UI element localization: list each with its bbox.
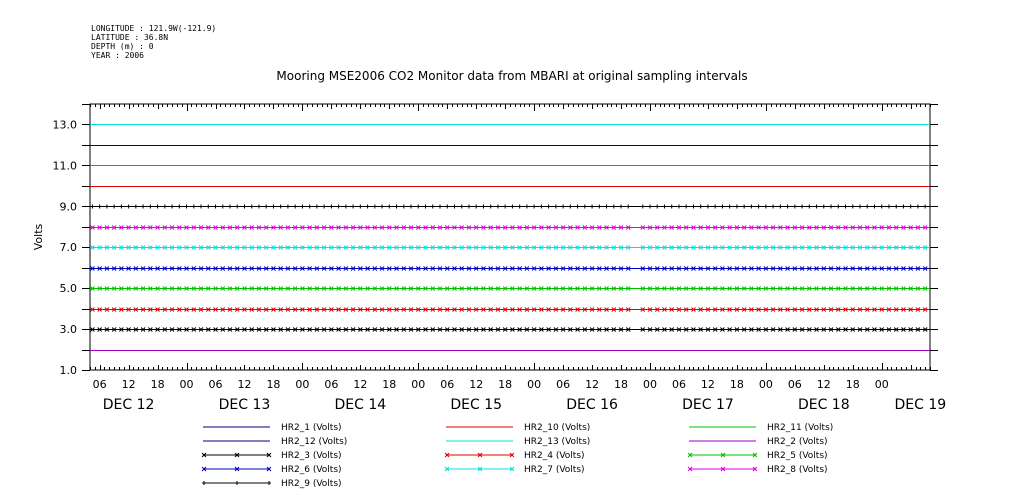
x-tick-label: 18 [151, 378, 165, 391]
x-tick-label: 06 [556, 378, 570, 391]
series-hr2-6 [90, 266, 930, 271]
legend-label: HR2_9 (Volts) [281, 479, 342, 489]
legend-label: HR2_6 (Volts) [281, 465, 342, 475]
legend-label: HR2_2 (Volts) [767, 437, 828, 447]
x-tick-label: 18 [498, 378, 512, 391]
series-hr2-7 [90, 245, 930, 250]
x-tick-label: 00 [875, 378, 889, 391]
series-group [90, 124, 930, 351]
legend-entry: HR2_6 (Volts) [201, 465, 342, 475]
x-day-label: DEC 18 [798, 397, 850, 413]
y-tick-label: 5.0 [60, 282, 78, 295]
x-tick-label: 06 [440, 378, 454, 391]
series-hr2-4 [90, 307, 930, 312]
legend-label: HR2_7 (Volts) [524, 465, 585, 475]
legend-entry: HR2_1 (Volts) [203, 423, 342, 433]
x-tick-label: 12 [701, 378, 715, 391]
x-tick-label: 12 [353, 378, 367, 391]
header-line: DEPTH (m) : 0 [91, 42, 154, 51]
legend-label: HR2_13 (Volts) [524, 437, 590, 447]
x-tick-label: 12 [237, 378, 251, 391]
legend-entry: HR2_12 (Volts) [203, 437, 347, 447]
legend-entry: HR2_3 (Volts) [201, 451, 342, 461]
header-line: YEAR : 2006 [91, 51, 144, 60]
x-tick-label: 18 [614, 378, 628, 391]
y-tick-label: 3.0 [60, 323, 78, 336]
legend-label: HR2_11 (Volts) [767, 423, 833, 433]
x-tick-label: 18 [846, 378, 860, 391]
header-line: LONGITUDE : 121.9W(-121.9) [91, 24, 216, 33]
x-day-label: DEC 12 [103, 397, 155, 413]
location-header: LONGITUDE : 121.9W(-121.9)LATITUDE : 36.… [91, 24, 216, 60]
x-day-label: DEC 13 [219, 397, 271, 413]
x-tick-label: 06 [324, 378, 338, 391]
series-hr2-9 [90, 204, 930, 209]
x-tick-label: 00 [180, 378, 194, 391]
x-tick-label: 06 [209, 378, 223, 391]
y-tick-label: 11.0 [53, 159, 78, 172]
x-tick-label: 00 [759, 378, 773, 391]
x-tick-label: 00 [527, 378, 541, 391]
legend-label: HR2_3 (Volts) [281, 451, 342, 461]
x-day-label: DEC 15 [450, 397, 502, 413]
plot-axes: 06 12 18 00 06 12 18 00 06 12 18 00 06 12 18 00 06 12 18 00… [32, 103, 947, 413]
y-tick-label: 1.0 [60, 364, 78, 377]
x-tick-label: 06 [93, 378, 107, 391]
x-tick-label: 18 [266, 378, 280, 391]
legend-label: HR2_8 (Volts) [767, 465, 828, 475]
legend-label: HR2_10 (Volts) [524, 423, 590, 433]
header-line: LATITUDE : 36.8N [91, 33, 168, 42]
y-axis-label: Volts [32, 223, 45, 250]
legend-entry: HR2_13 (Volts) [446, 437, 590, 447]
x-tick-label: 12 [585, 378, 599, 391]
x-tick-label: 00 [295, 378, 309, 391]
x-tick-label: 00 [411, 378, 425, 391]
legend-entry: HR2_2 (Volts) [689, 437, 828, 447]
x-tick-label: 06 [672, 378, 686, 391]
legend-entry: HR2_4 (Volts) [444, 451, 585, 461]
x-tick-label: 00 [643, 378, 657, 391]
chart-title: Mooring MSE2006 CO2 Monitor data from MB… [276, 69, 747, 83]
y-tick-label: 13.0 [53, 118, 78, 131]
legend-entry: HR2_10 (Volts) [446, 423, 590, 433]
legend-label: HR2_1 (Volts) [281, 423, 342, 433]
legend-entry: HR2_7 (Volts) [444, 465, 585, 475]
x-day-label: DEC 19 [895, 397, 947, 413]
legend-label: HR2_5 (Volts) [767, 451, 828, 461]
y-tick-label: 9.0 [60, 200, 78, 213]
series-hr2-3 [90, 327, 930, 332]
legend-entry: HR2_9 (Volts) [202, 479, 342, 489]
x-tick-label: 06 [788, 378, 802, 391]
legend-entry: HR2_5 (Volts) [687, 451, 828, 461]
x-day-label: DEC 16 [566, 397, 618, 413]
x-tick-label: 12 [469, 378, 483, 391]
x-tick-label: 12 [817, 378, 831, 391]
x-tick-label: 18 [382, 378, 396, 391]
legend-entry: HR2_8 (Volts) [687, 465, 828, 475]
x-tick-label: 12 [122, 378, 136, 391]
y-tick-label: 7.0 [60, 241, 78, 254]
series-hr2-5 [90, 286, 930, 291]
x-day-label: DEC 17 [682, 397, 734, 413]
x-tick-label: 18 [730, 378, 744, 391]
x-day-label: DEC 14 [335, 397, 387, 413]
series-hr2-8 [90, 225, 930, 230]
legend-label: HR2_12 (Volts) [281, 437, 347, 447]
legend-label: HR2_4 (Volts) [524, 451, 585, 461]
legend: HR2_1 (Volts) HR2_10 (Volts) HR2_11 (Volts… [201, 423, 833, 489]
legend-entry: HR2_11 (Volts) [689, 423, 833, 433]
